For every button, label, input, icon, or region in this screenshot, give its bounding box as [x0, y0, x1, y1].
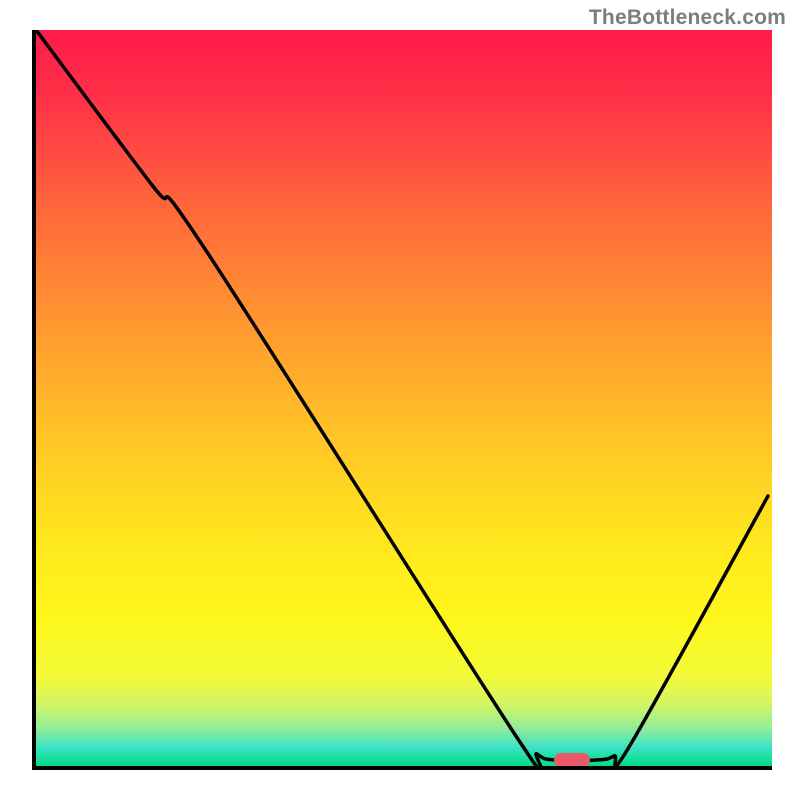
watermark-text: TheBottleneck.com: [589, 6, 786, 30]
optimum-marker: [554, 753, 590, 767]
curve-path: [36, 30, 768, 770]
y-axis-line: [32, 30, 36, 770]
x-axis-line: [32, 766, 772, 770]
bottleneck-curve: [32, 30, 772, 770]
chart-container: TheBottleneck.com: [0, 0, 800, 800]
plot-area: [32, 30, 772, 770]
